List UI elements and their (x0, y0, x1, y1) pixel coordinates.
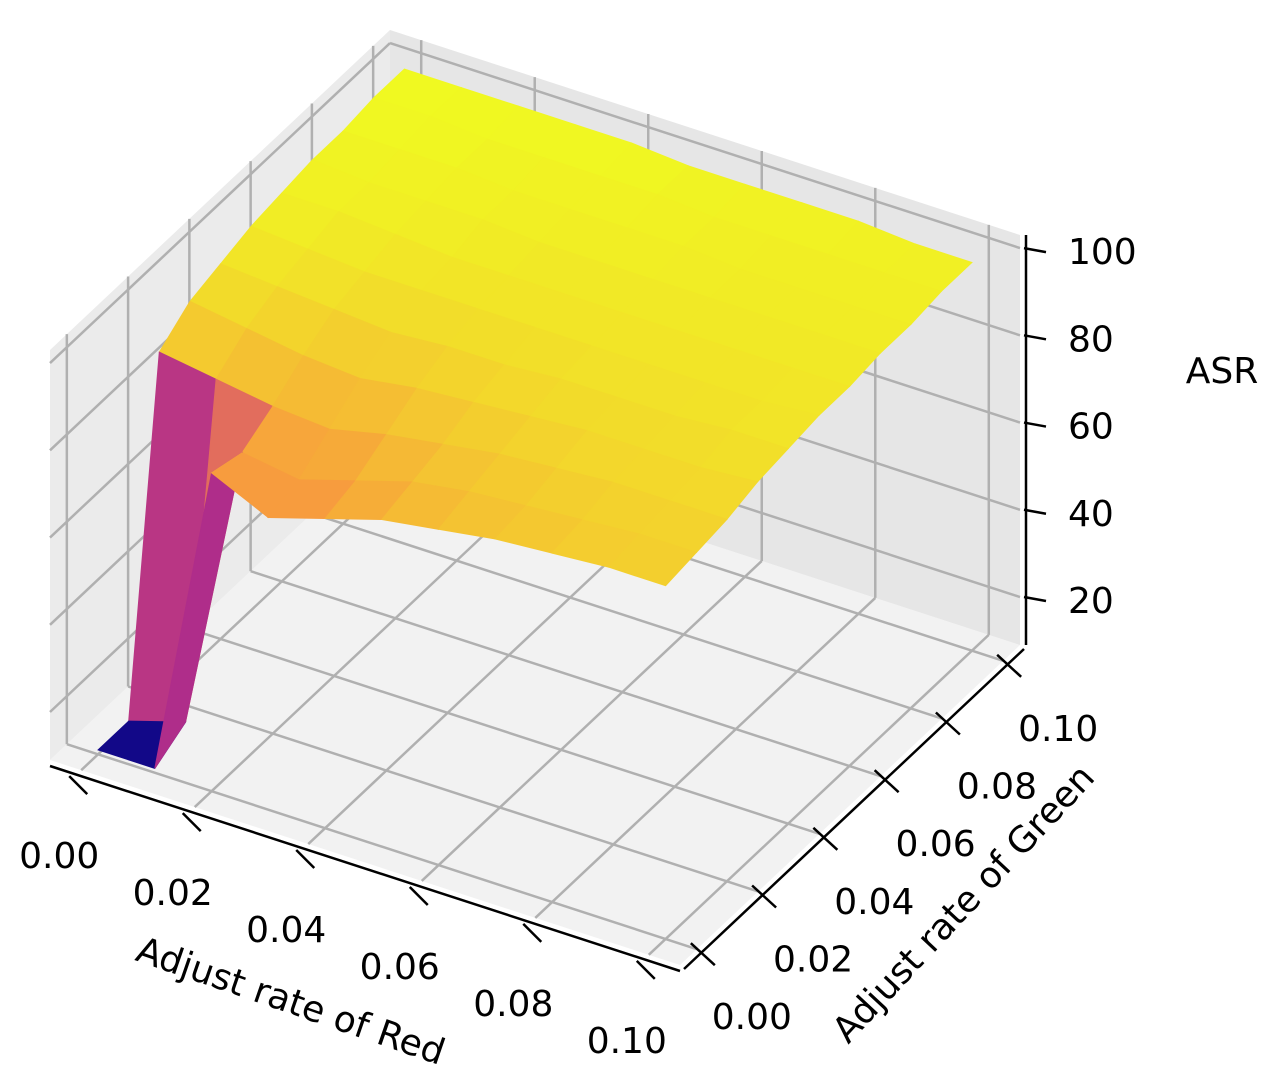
x-tick-label: 0.04 (246, 910, 326, 951)
y-tick-label: 0.04 (834, 882, 914, 923)
tick-mark (295, 849, 316, 869)
grid-line (193, 486, 536, 809)
grid-line (250, 569, 882, 778)
x-tick-label: 0.02 (133, 873, 213, 914)
tick-mark (812, 826, 839, 851)
surface (97, 68, 973, 769)
z-tick-label: 20 (1068, 581, 1114, 622)
grid-line (49, 42, 391, 364)
y-tick-label: 0.06 (896, 824, 976, 865)
grid-line (307, 523, 650, 845)
axes: 0.00 0.02 0.04 0.06 0.08 0.10 0.00 0.02 0.04 0.06… (19, 232, 1137, 1062)
tick-mark (1023, 595, 1047, 603)
x-tick-label: 0.10 (587, 1021, 667, 1062)
y-tick-label: 0.02 (773, 939, 853, 980)
grid-line (647, 633, 990, 956)
y-tick-label: 0.00 (712, 997, 792, 1038)
grid-line (389, 41, 1021, 250)
y-tick-label: 0.10 (1018, 709, 1098, 750)
tick-mark (935, 711, 961, 736)
tick-mark (996, 653, 1022, 678)
y-tick-label: 0.08 (957, 767, 1037, 808)
tick-mark (1023, 508, 1047, 516)
tick-mark (635, 959, 656, 980)
y-axis-line (683, 648, 1025, 970)
tick-mark (690, 942, 716, 967)
tick-mark (522, 923, 543, 943)
z-axis-label: ASR (1186, 351, 1259, 392)
grid-line (127, 685, 759, 893)
grid-line (420, 560, 763, 882)
x-tick-label: 0.06 (360, 947, 440, 988)
x-tick-label: 0.08 (473, 984, 553, 1025)
tick-mark (873, 769, 900, 794)
z-tick-label: 100 (1068, 232, 1137, 273)
tick-mark (751, 884, 777, 909)
surface-quad (608, 533, 698, 587)
tick-mark (408, 886, 429, 906)
tick-mark (1023, 334, 1047, 341)
grid-line (534, 596, 877, 919)
tick-mark (68, 775, 89, 796)
tick-mark (181, 812, 202, 832)
grid-line (188, 627, 820, 836)
x-tick-label: 0.00 (19, 836, 99, 877)
grid-line (311, 512, 943, 720)
tick-mark (1023, 246, 1047, 254)
x-axis-line (49, 764, 681, 973)
tick-mark (1023, 421, 1047, 428)
z-tick-label: 40 (1068, 494, 1114, 535)
z-tick-label: 60 (1068, 407, 1114, 448)
grid-line (66, 742, 698, 951)
z-tick-label: 80 (1068, 319, 1114, 360)
